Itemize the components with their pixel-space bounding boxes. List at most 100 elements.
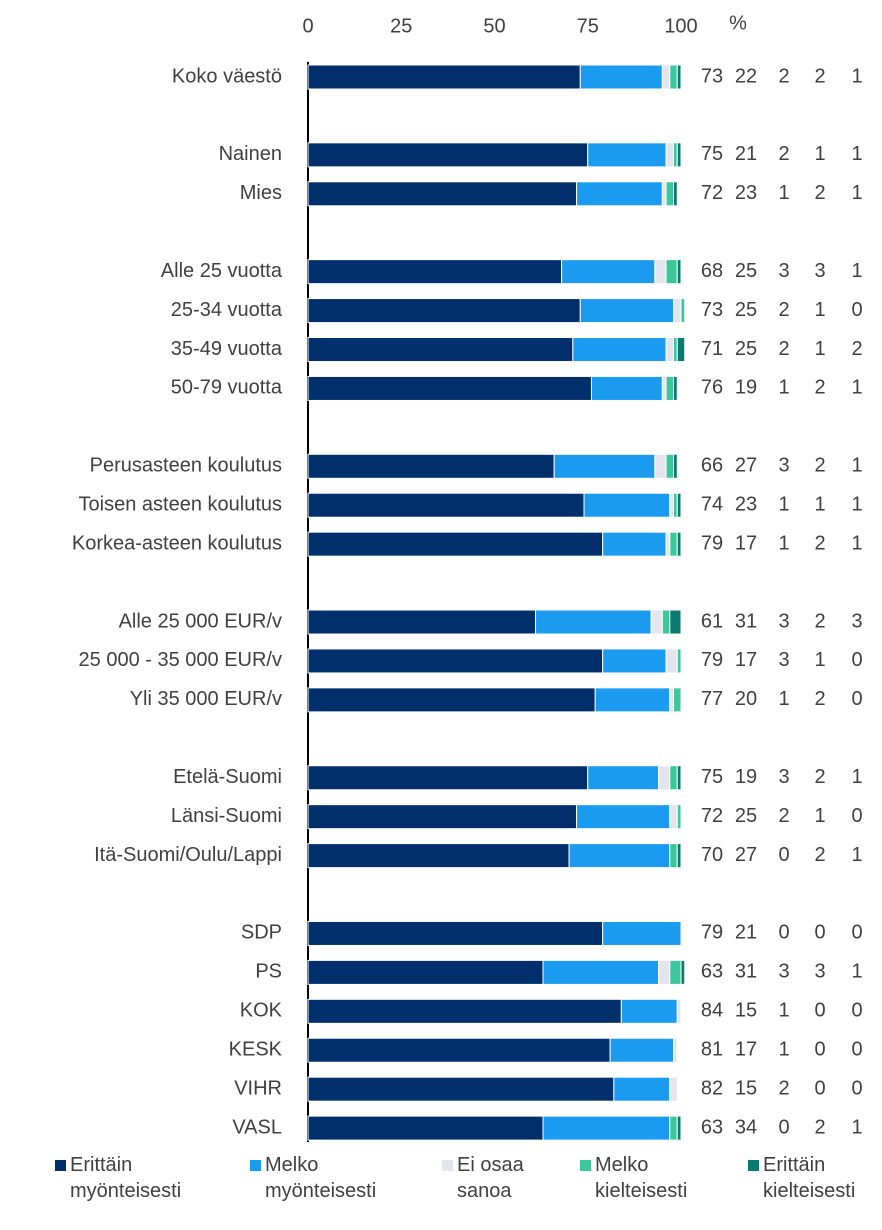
y-tick-label: Koko väestö bbox=[172, 65, 282, 87]
data-label: 2 bbox=[814, 1116, 825, 1138]
data-label: 1 bbox=[778, 182, 789, 204]
bar-segment bbox=[676, 259, 682, 285]
bar-segment bbox=[669, 531, 678, 557]
bar-segment bbox=[669, 843, 678, 869]
data-label: 75 bbox=[701, 766, 723, 788]
bar-segment bbox=[307, 1037, 611, 1063]
bar-segment bbox=[307, 765, 589, 791]
bar-segment bbox=[307, 492, 585, 518]
bar-segment bbox=[673, 337, 678, 363]
data-label: 0 bbox=[851, 805, 862, 827]
data-label: 75 bbox=[701, 143, 723, 165]
data-label: 0 bbox=[814, 922, 825, 944]
data-label: 25 bbox=[735, 299, 757, 321]
bar-segment bbox=[307, 259, 563, 285]
data-label: 31 bbox=[735, 961, 757, 983]
bar-segment bbox=[561, 259, 656, 285]
bar-segment bbox=[669, 64, 678, 90]
bar-segment bbox=[307, 298, 581, 324]
data-label: 2 bbox=[778, 805, 789, 827]
data-label: 2 bbox=[814, 182, 825, 204]
bar-segment bbox=[307, 843, 570, 869]
data-label: 3 bbox=[851, 610, 862, 632]
bar-segment bbox=[676, 492, 682, 518]
bar-segment bbox=[572, 337, 667, 363]
bar-segment bbox=[650, 609, 663, 635]
data-label: 17 bbox=[735, 649, 757, 671]
data-label: 2 bbox=[778, 1077, 789, 1099]
y-tick-label: Yli 35 000 EUR/v bbox=[130, 688, 282, 710]
data-label: 68 bbox=[701, 260, 723, 282]
bar-segment bbox=[307, 920, 604, 946]
y-tick-label: Mies bbox=[240, 182, 282, 204]
data-label: 2 bbox=[778, 65, 789, 87]
data-label: 1 bbox=[778, 532, 789, 554]
legend-label: Melko myönteisesti bbox=[265, 1154, 377, 1202]
y-tick-label: Etelä-Suomi bbox=[173, 766, 282, 788]
data-label: 1 bbox=[851, 182, 862, 204]
bar-segment bbox=[587, 142, 667, 168]
bar-segment bbox=[673, 298, 682, 324]
data-label: 0 bbox=[814, 1000, 825, 1022]
bar-segment bbox=[669, 804, 678, 830]
y-tick-label: Alle 25 vuotta bbox=[161, 260, 283, 282]
bar-segment bbox=[658, 765, 671, 791]
bar-segment bbox=[590, 375, 663, 401]
y-tick-label: Nainen bbox=[219, 143, 282, 165]
bar-segment bbox=[307, 375, 592, 401]
bar-segment bbox=[676, 1115, 682, 1141]
bar-segment bbox=[669, 1115, 678, 1141]
bar-segment bbox=[673, 687, 682, 713]
bar-segment bbox=[676, 531, 682, 557]
data-label: 1 bbox=[851, 532, 862, 554]
bar-segment bbox=[676, 142, 682, 168]
data-label: 1 bbox=[851, 766, 862, 788]
bar-segment bbox=[613, 1076, 671, 1102]
bar-segment bbox=[665, 531, 671, 557]
bar-segment bbox=[661, 375, 667, 401]
y-tick-label: KOK bbox=[240, 1000, 283, 1022]
data-label: 27 bbox=[735, 844, 757, 866]
bar-segment bbox=[673, 375, 678, 401]
x-tick-label: 50 bbox=[483, 15, 505, 37]
bar-segment bbox=[535, 609, 652, 635]
y-tick-label: 50-79 vuotta bbox=[171, 377, 283, 399]
data-label: 2 bbox=[814, 688, 825, 710]
data-label: 1 bbox=[851, 260, 862, 282]
bar-segment bbox=[307, 648, 604, 674]
x-tick-label: 75 bbox=[577, 15, 599, 37]
data-label: 63 bbox=[701, 1116, 723, 1138]
legend-item: Melko kielteisesti bbox=[580, 1152, 705, 1204]
bar-segment bbox=[307, 804, 578, 830]
data-label: 76 bbox=[701, 377, 723, 399]
bar-segment bbox=[661, 181, 667, 207]
data-label: 1 bbox=[778, 377, 789, 399]
data-label: 3 bbox=[814, 260, 825, 282]
bar-segment bbox=[568, 843, 671, 869]
data-label: 1 bbox=[778, 1039, 789, 1061]
data-label: 1 bbox=[851, 377, 862, 399]
bar-segment bbox=[576, 804, 671, 830]
y-tick-label: Länsi-Suomi bbox=[171, 805, 282, 827]
data-label: 23 bbox=[735, 182, 757, 204]
data-label: 82 bbox=[701, 1077, 723, 1099]
legend-swatch bbox=[250, 1160, 261, 1171]
data-label: 1 bbox=[778, 494, 789, 516]
data-label: 3 bbox=[778, 455, 789, 477]
bar-segment bbox=[665, 648, 678, 674]
data-label: 72 bbox=[701, 182, 723, 204]
bar-segment bbox=[602, 648, 667, 674]
x-tick-label: 25 bbox=[390, 15, 412, 37]
data-label: 3 bbox=[814, 961, 825, 983]
data-label: 21 bbox=[735, 143, 757, 165]
data-label: 70 bbox=[701, 844, 723, 866]
data-label: 19 bbox=[735, 377, 757, 399]
legend-swatch bbox=[55, 1160, 66, 1171]
y-tick-label: Itä-Suomi/Oulu/Lappi bbox=[94, 844, 282, 866]
legend-label: Melko kielteisesti bbox=[595, 1154, 688, 1202]
bar-segment bbox=[665, 142, 675, 168]
data-label: 73 bbox=[701, 299, 723, 321]
data-label: 1 bbox=[778, 688, 789, 710]
bar-segment bbox=[665, 375, 675, 401]
